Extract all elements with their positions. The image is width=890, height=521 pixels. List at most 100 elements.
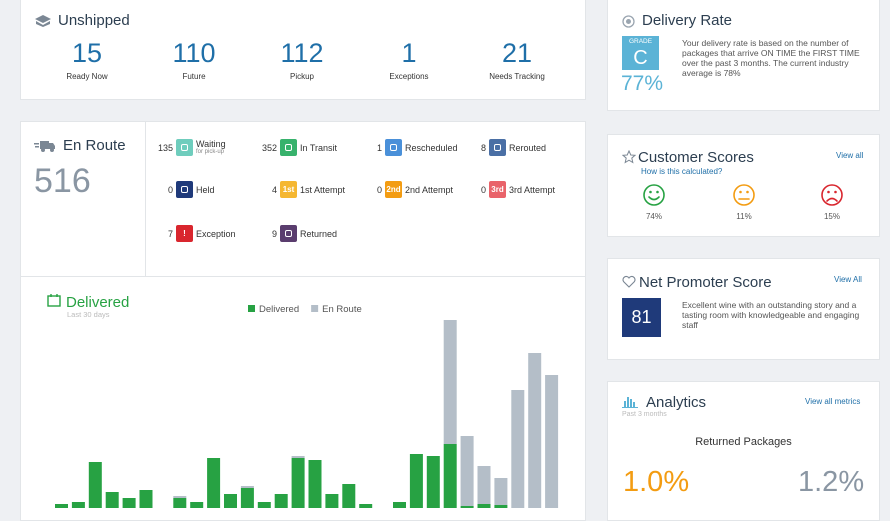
bar [545,375,559,508]
bar [359,504,373,508]
bar [477,466,491,504]
grade-label: GRADE [628,38,653,45]
bar [105,492,119,508]
bar [291,456,305,458]
status-count: 135 [157,143,173,153]
bar [494,505,508,508]
stat-label: Pickup [289,72,314,81]
legend-label: Delivered [259,304,299,315]
status-count: 1 [376,143,382,153]
status-label: Returned [300,229,338,239]
stat-value: 112 [280,38,324,68]
stat-value: 1 [401,38,417,68]
grade: C [633,47,648,69]
stat-label: Needs Tracking [489,72,545,81]
status-label: 1st Attempt [300,185,346,195]
status-icon [176,139,193,156]
bar [291,458,305,508]
stat-value: 15 [71,38,103,68]
view-all-link[interactable]: View all [836,151,864,160]
bar [139,490,153,508]
icon-glyph [285,144,292,151]
legend-swatch [248,305,255,312]
box-icon [35,15,51,27]
bar [342,484,356,508]
icon-glyph [181,186,188,193]
bar [528,353,542,508]
nps-title: Net Promoter Score [639,274,772,291]
faces [643,184,843,206]
view-all-link[interactable]: View All [834,275,862,284]
bar [308,460,322,508]
bar [494,478,508,505]
score: 74% [645,212,662,221]
chart: Delivered En Route [55,304,559,508]
bar [240,488,254,508]
nps-text: Excellent wine with an outstanding story… [682,300,860,330]
chart-title: Delivered [66,294,130,311]
score: 11% [736,212,752,221]
status-icon: 3rd [489,181,506,198]
status-count: 8 [480,143,486,153]
unshipped-card [20,0,586,100]
bar [460,506,474,508]
bar [224,494,237,508]
target-icon [622,15,635,28]
status-icon: 2nd [385,181,402,198]
bar [443,444,457,508]
legend-swatch [311,305,319,312]
delivery-rate: 77% [621,72,664,95]
legend-label: En Route [322,304,362,315]
bar [55,504,68,508]
delivery-rate-text: Your delivery rate is based on the numbe… [682,38,860,78]
status-count: 0 [480,185,486,195]
status-label: Rerouted [509,143,547,153]
bar [71,502,85,508]
score: 15% [823,212,840,221]
stat-value: 110 [172,38,216,68]
bar [240,486,254,488]
bar [257,502,271,508]
status-label: 3rd Attempt [509,185,556,195]
dashboard: {"unshipped":{"title":"Unshipped","stats… [20,0,880,521]
chart-subtitle: Last 30 days [67,310,110,319]
status-icon [280,225,297,242]
view-all-metrics-link[interactable]: View all metrics [805,397,861,406]
status-count: 0 [167,185,173,195]
unshipped-title: Unshipped [58,12,130,29]
status-icon [489,139,506,156]
truck-icon [34,141,55,152]
bar [207,458,221,508]
star-icon [622,150,636,164]
status-label: Waiting [196,139,226,149]
icon-glyph [494,144,501,151]
status-count: 352 [261,143,277,153]
metric-name: Returned Packages [695,436,792,448]
divider [145,122,146,276]
how-calculated-link[interactable]: How is this calculated? [641,167,723,176]
bars-icon [622,397,638,408]
icon-glyph [285,230,292,237]
customer-scores-title: Customer Scores [638,149,754,166]
bar [393,502,406,508]
delivery-rate-title: Delivery Rate [642,12,733,29]
heart-icon [622,275,636,288]
status-label: 2nd Attempt [405,185,454,195]
bar [426,456,440,508]
icon-glyph [181,144,188,151]
en-route-title: En Route [63,137,126,154]
status-label: Exception [196,229,236,239]
status-icon [385,139,402,156]
metric-value: 1.0% [623,466,690,498]
bar [173,498,187,508]
status-count: 0 [376,185,382,195]
stat-label: Ready Now [66,72,108,81]
analytics-subtitle: Past 3 months [622,411,667,418]
bar [443,320,457,444]
status-count: 7 [167,229,173,239]
status-icon: 1st [280,181,297,198]
bar [477,504,491,508]
bar [460,436,474,506]
status-label: Rescheduled [405,143,458,153]
stat-label: Future [182,72,206,81]
